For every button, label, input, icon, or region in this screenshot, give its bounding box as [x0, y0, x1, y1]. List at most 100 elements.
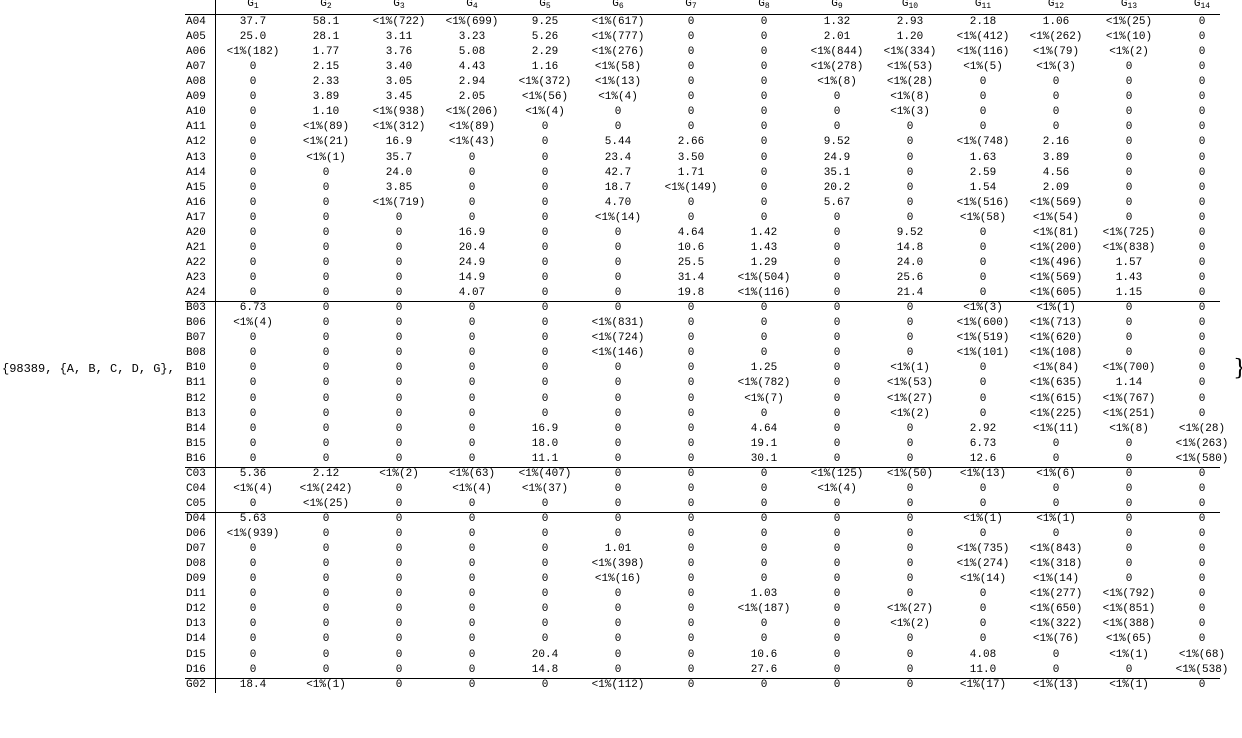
- cell: 0: [395, 317, 403, 330]
- cell: 0: [1125, 121, 1133, 134]
- row-label: A06: [186, 46, 206, 59]
- cell: 0: [468, 302, 476, 315]
- cell: <1%(56): [521, 91, 569, 104]
- cell: 0: [760, 543, 768, 556]
- header-sub: 14: [1200, 2, 1211, 11]
- cell: 2.66: [677, 136, 705, 149]
- cell: 0: [833, 633, 841, 646]
- cell: 0: [687, 452, 695, 465]
- cell: 0: [687, 46, 695, 59]
- cell: 0: [979, 121, 987, 134]
- cell: 0: [395, 362, 403, 375]
- cell: 0: [1052, 452, 1060, 465]
- cell: 10.6: [677, 241, 705, 254]
- cell: 0: [1052, 91, 1060, 104]
- cell: <1%(650): [1029, 603, 1083, 616]
- cell: <1%(84): [1032, 362, 1080, 375]
- cell: 0: [541, 588, 549, 601]
- label-divider: [215, 0, 216, 693]
- cell: 0: [322, 603, 330, 616]
- cell: 0: [1198, 678, 1206, 691]
- cell: <1%(225): [1029, 407, 1083, 420]
- cell: 0: [687, 91, 695, 104]
- cell: <1%(620): [1029, 332, 1083, 345]
- cell: 0: [468, 663, 476, 676]
- cell: 0: [322, 211, 330, 224]
- cell: <1%(496): [1029, 256, 1083, 269]
- cell: 0: [979, 603, 987, 616]
- cell: 0: [614, 512, 622, 525]
- cell: <1%(8): [890, 91, 930, 104]
- cell: 0: [906, 543, 914, 556]
- cell: <1%(68): [1178, 648, 1226, 661]
- cell: 0: [1125, 317, 1133, 330]
- cell: 0: [395, 241, 403, 254]
- cell: 0: [1198, 61, 1206, 74]
- cell: <1%(276): [591, 46, 645, 59]
- cell: 0: [395, 588, 403, 601]
- cell: 0: [906, 196, 914, 209]
- cell: <1%(278): [810, 61, 864, 74]
- cell: 0: [395, 648, 403, 661]
- column-header: G7: [685, 0, 696, 14]
- cell: 0: [1198, 467, 1206, 480]
- row-label: A23: [186, 272, 206, 285]
- row-label: B07: [186, 332, 206, 345]
- header-rule: [185, 14, 1220, 15]
- cell: 0: [395, 392, 403, 405]
- cell: 0: [760, 211, 768, 224]
- cell: 0: [249, 136, 257, 149]
- cell: 0: [468, 422, 476, 435]
- cell: <1%(724): [591, 332, 645, 345]
- cell: 0: [906, 302, 914, 315]
- cell: <1%(277): [1029, 588, 1083, 601]
- header-name: G: [1120, 0, 1128, 10]
- cell: 0: [760, 136, 768, 149]
- cell: 0: [249, 166, 257, 179]
- cell: 0: [1198, 347, 1206, 360]
- cell: 0: [1198, 633, 1206, 646]
- cell: 1.57: [1115, 256, 1143, 269]
- cell: <1%(617): [591, 16, 645, 28]
- cell: 2.33: [312, 76, 340, 89]
- cell: 0: [541, 347, 549, 360]
- cell: 0: [614, 648, 622, 661]
- cell: 2.05: [458, 91, 486, 104]
- cell: 0: [468, 588, 476, 601]
- cell: 2.29: [531, 46, 559, 59]
- cell: 2.16: [1042, 136, 1070, 149]
- cell: 0: [322, 196, 330, 209]
- cell: 6.73: [239, 302, 267, 315]
- cell: 0: [249, 272, 257, 285]
- cell: 9.52: [823, 136, 851, 149]
- cell: 0: [1125, 437, 1133, 450]
- cell: <1%(2): [890, 407, 930, 420]
- cell: <1%(200): [1029, 241, 1083, 254]
- cell: 1.06: [1042, 16, 1070, 28]
- cell: 0: [249, 603, 257, 616]
- cell: <1%(206): [445, 106, 499, 119]
- cell: 0: [614, 377, 622, 390]
- cell: 0: [833, 528, 841, 541]
- cell: 0: [979, 106, 987, 119]
- cell: 0: [906, 422, 914, 435]
- cell: 0: [249, 347, 257, 360]
- row-label: A17: [186, 211, 206, 224]
- cell: <1%(182): [226, 46, 280, 59]
- cell: 0: [322, 573, 330, 586]
- row-label: B14: [186, 422, 206, 435]
- cell: 0: [833, 512, 841, 525]
- cell: 5.63: [239, 512, 267, 525]
- cell: <1%(79): [1032, 46, 1080, 59]
- cell: 11.1: [531, 452, 559, 465]
- cell: 0: [906, 317, 914, 330]
- cell: 0: [468, 151, 476, 164]
- cell: <1%(28): [886, 76, 934, 89]
- cell: 0: [687, 121, 695, 134]
- cell: 0: [395, 347, 403, 360]
- cell: 0: [1125, 302, 1133, 315]
- cell: 0: [614, 392, 622, 405]
- cell: 0: [249, 61, 257, 74]
- cell: 0: [687, 512, 695, 525]
- cell: 0: [833, 302, 841, 315]
